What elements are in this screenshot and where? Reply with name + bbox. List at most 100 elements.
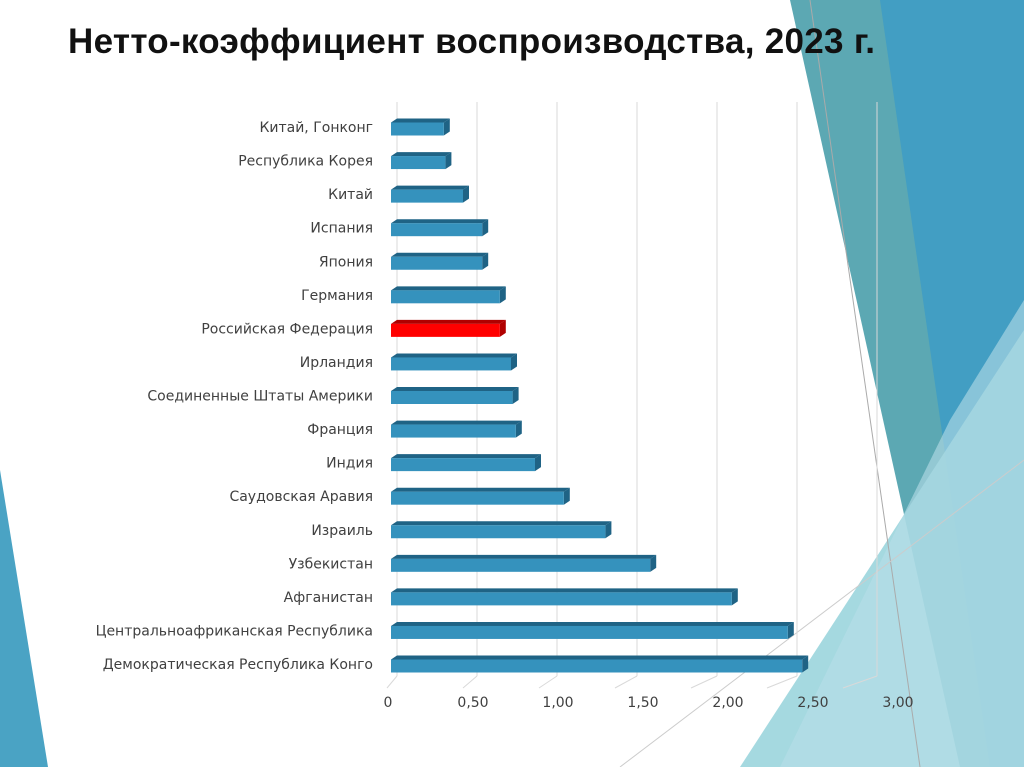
bar-top <box>391 621 794 626</box>
bar-top <box>391 286 506 291</box>
category-label: Российская Федерация <box>201 321 373 337</box>
bar-top <box>391 655 809 660</box>
gridline-floor <box>766 675 798 689</box>
bar-front <box>391 122 444 136</box>
bar-front <box>391 491 564 505</box>
bar-top <box>391 521 612 526</box>
bar-side <box>445 152 452 170</box>
bar-top <box>391 219 489 224</box>
category-label: Индия <box>326 456 373 472</box>
bar <box>391 554 657 572</box>
bar <box>391 286 506 304</box>
x-tick-label: 2,50 <box>797 695 828 711</box>
x-tick-label: 0,50 <box>457 695 488 711</box>
gridline-floor <box>842 675 878 689</box>
x-tick-label: 3,00 <box>882 695 913 711</box>
bar-side <box>515 420 522 438</box>
bar <box>391 588 738 606</box>
category-label: Германия <box>301 288 373 304</box>
category-label: Центральноафриканская Республика <box>96 623 373 639</box>
category-label: Саудовская Аравия <box>229 489 373 505</box>
bar-front <box>391 525 606 539</box>
category-label: Израиль <box>311 523 373 539</box>
bar-front <box>391 357 511 371</box>
gridline-floor <box>690 675 718 689</box>
category-label: Узбекистан <box>289 556 373 572</box>
gridline-floor <box>614 675 638 689</box>
bar <box>391 387 519 404</box>
bar-side <box>535 454 541 472</box>
bar-top <box>391 185 469 190</box>
bar-front <box>391 323 500 337</box>
bar-front <box>391 625 788 639</box>
bar-side <box>482 252 489 270</box>
bar-side <box>443 118 450 136</box>
bar-side <box>731 588 738 606</box>
bar <box>391 185 469 203</box>
page-title: Нетто-коэффициент воспроизводства, 2023 … <box>68 22 876 61</box>
bar-top <box>391 588 738 593</box>
bar-side <box>463 185 469 203</box>
bar <box>391 252 489 270</box>
bar-front <box>391 458 535 472</box>
x-tick-label: 1,00 <box>542 695 573 711</box>
bar-side <box>563 487 570 505</box>
bar-top <box>391 454 541 459</box>
category-label: Афганистан <box>284 590 373 606</box>
bar-front <box>391 156 446 170</box>
bar <box>391 420 522 438</box>
x-tick-label: 1,50 <box>627 695 658 711</box>
bar-top <box>391 487 570 492</box>
category-label: Япония <box>319 254 373 270</box>
category-label: Китай, Гонконг <box>259 120 373 136</box>
gridline-floor <box>538 675 558 689</box>
decor-triangle <box>0 470 48 767</box>
bar-side <box>499 286 506 304</box>
bar <box>391 353 517 371</box>
bar-front <box>391 223 483 237</box>
category-label: Ирландия <box>300 355 373 371</box>
category-label: Китай <box>328 187 373 203</box>
category-label: Демократическая Республика Конго <box>103 657 373 673</box>
bar-top <box>391 118 450 123</box>
bar-top <box>391 353 517 358</box>
bar-front <box>391 558 651 572</box>
decor-triangle <box>780 300 1024 767</box>
x-tick-label: 0 <box>384 695 393 711</box>
bar-top <box>391 252 489 257</box>
x-tick-label: 2,00 <box>712 695 743 711</box>
bar-front <box>391 659 803 673</box>
gridline-floor <box>386 675 398 689</box>
bar-side <box>482 219 489 237</box>
bar <box>391 487 570 505</box>
bar-side <box>512 387 519 404</box>
gridline-floor <box>462 675 478 689</box>
bar-front <box>391 290 500 304</box>
bar <box>391 219 489 237</box>
bar-top <box>391 420 522 425</box>
bar <box>391 118 450 136</box>
category-label: Испания <box>310 221 373 237</box>
bar <box>391 521 612 539</box>
bar-top <box>391 152 452 157</box>
bar-top <box>391 554 657 559</box>
bar-front <box>391 256 483 270</box>
bar-front <box>391 189 463 203</box>
bar-front <box>391 391 513 404</box>
bar-front <box>391 424 516 438</box>
bar-top <box>391 387 519 391</box>
bar <box>391 319 506 337</box>
bar-side <box>787 621 794 639</box>
bar-side <box>605 521 612 539</box>
bar-top <box>391 319 506 324</box>
bar-side <box>802 655 809 673</box>
category-label: Соединенные Штаты Америки <box>147 389 373 405</box>
bar <box>391 655 809 673</box>
bar <box>391 152 452 170</box>
category-label: Республика Корея <box>238 154 373 170</box>
bar-side <box>650 554 657 572</box>
bar <box>391 621 794 639</box>
bar-side <box>499 319 506 337</box>
